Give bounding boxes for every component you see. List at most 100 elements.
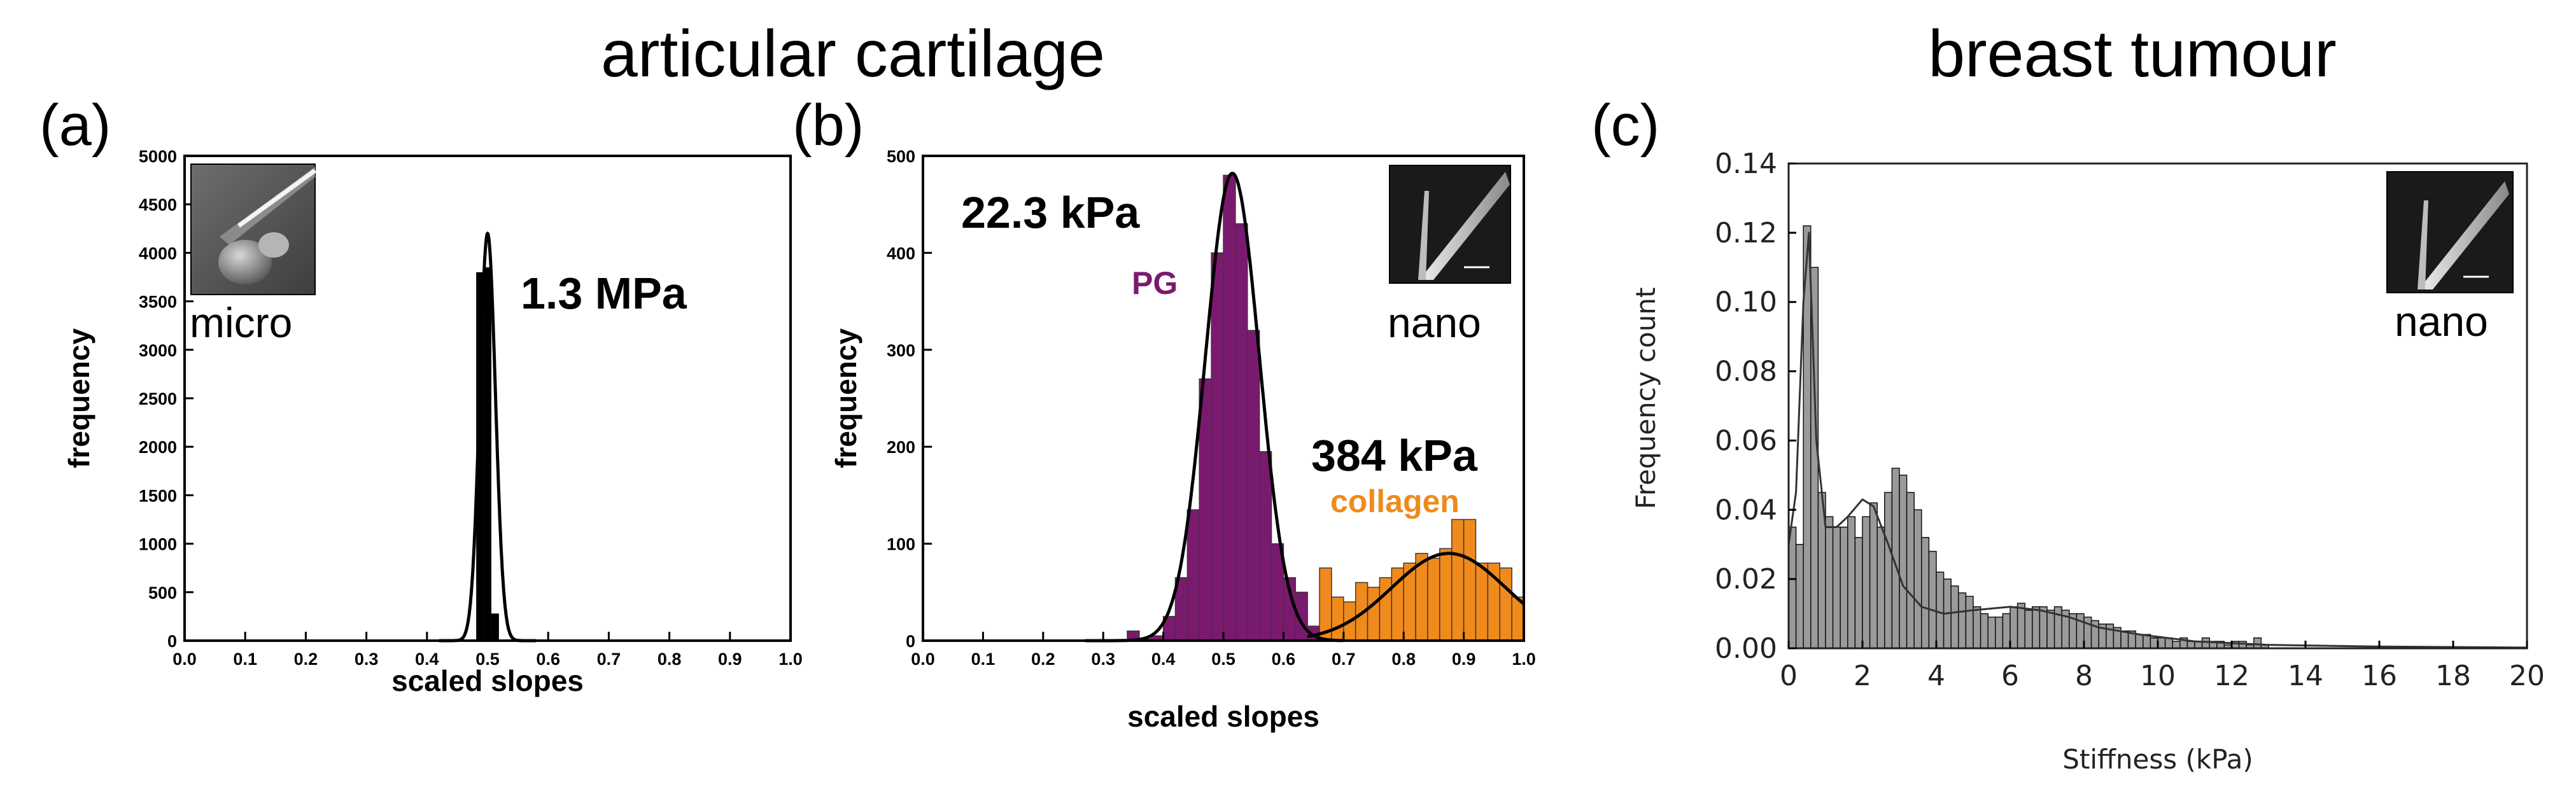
chart-c-bar xyxy=(2120,630,2129,649)
chart-c-bar xyxy=(1913,509,1922,649)
x-tick-label: 2 xyxy=(1854,660,1871,692)
chart-c-bar xyxy=(2002,613,2011,649)
chart-b-fit-curve-collagen xyxy=(1307,552,1525,639)
chart-b-bar-PG xyxy=(1223,174,1236,641)
chart-b-bar-collagen xyxy=(1379,577,1393,641)
x-tick-label: 0 xyxy=(1780,660,1798,692)
chart-b-bar-PG xyxy=(1199,378,1212,641)
chart-c-bar xyxy=(1884,492,1893,649)
x-tick-label: 16 xyxy=(2361,660,2397,692)
x-tick-label: 0.5 xyxy=(475,650,500,669)
chart-a-inset-image xyxy=(190,164,317,295)
y-tick-label: 0 xyxy=(906,632,915,651)
chart-c-bar xyxy=(1795,543,1804,649)
chart-c-bar xyxy=(1950,585,1959,649)
x-tick-label: 0.5 xyxy=(1211,650,1235,669)
chart-b-bar-collagen xyxy=(1331,596,1344,641)
x-tick-label: 4 xyxy=(1927,660,1945,692)
x-tick-label: 0.7 xyxy=(1332,650,1356,669)
chart-b-inset-image xyxy=(1389,165,1511,284)
chart-c-bar xyxy=(1936,571,1945,649)
chart-b-bar-collagen xyxy=(1463,519,1477,641)
panel-label-a: (a) xyxy=(39,93,111,158)
chart-c-bar xyxy=(2150,637,2158,649)
chart-c-fit-curve xyxy=(1787,232,2528,649)
x-tick-label: 0.7 xyxy=(597,650,621,669)
chart-b-annotation-collagen-modulus: 384 kPa xyxy=(1311,431,1478,480)
y-tick-label: 3500 xyxy=(139,293,177,312)
x-tick-label: 0.6 xyxy=(1272,650,1296,669)
x-tick-label: 6 xyxy=(2001,660,2019,692)
y-tick-label: 2500 xyxy=(139,389,177,408)
chart-c-bar xyxy=(2106,623,2115,649)
chart-c-bar xyxy=(1980,613,1988,649)
y-tick-label: 100 xyxy=(887,535,915,554)
chart-b-inset-label: nano xyxy=(1388,299,1481,346)
chart-c-ylabel: Frequency count xyxy=(1630,288,1661,510)
chart-b-bar-collagen xyxy=(1367,587,1381,641)
x-tick-label: 14 xyxy=(2288,660,2323,692)
x-tick-label: 12 xyxy=(2214,660,2249,692)
chart-a-xlabel: scaled slopes xyxy=(391,664,584,697)
chart-c-bars xyxy=(1788,225,2269,649)
chart-c-bar xyxy=(2172,641,2181,649)
chart-a-annotation: 1.3 MPa xyxy=(521,268,687,318)
chart-c-ticks: 0 2 4 6 8 10 12 14 16 18 20 0.00 0.02 0.04 0.06 0.08 0.1… xyxy=(1715,148,2545,692)
chart-a-inset-label: micro xyxy=(190,299,292,346)
x-tick-label: 0.0 xyxy=(172,650,197,669)
chart-b-annotation-collagen: collagen xyxy=(1330,484,1460,519)
y-tick-label: 4000 xyxy=(139,244,177,263)
x-tick-label: 1.0 xyxy=(1512,650,1536,669)
y-tick-label: 0.08 xyxy=(1715,356,1777,388)
chart-c-bar xyxy=(1876,526,1885,649)
chart-c-bar xyxy=(1825,516,1834,649)
chart-c-bar xyxy=(2201,637,2210,649)
x-tick-label: 0.3 xyxy=(355,650,379,669)
group-title-cartilage: articular cartilage xyxy=(601,17,1105,91)
y-tick-label: 1500 xyxy=(139,486,177,505)
chart-b-bar-collagen xyxy=(1499,567,1512,641)
chart-c-bar xyxy=(2039,606,2048,649)
chart-c-bar xyxy=(1973,606,1981,649)
chart-b-bars xyxy=(1127,174,1524,641)
x-tick-label: 1.0 xyxy=(778,650,803,669)
y-tick-label: 0.14 xyxy=(1715,148,1777,180)
chart-b-ylabel: frequency xyxy=(829,328,862,468)
y-tick-label: 2000 xyxy=(139,438,177,457)
chart-b-annotation-pg: PG xyxy=(1132,265,1178,301)
chart-a-bar xyxy=(484,267,491,641)
x-tick-label: 0.9 xyxy=(718,650,742,669)
y-tick-label: 0.02 xyxy=(1715,563,1777,595)
y-tick-label: 500 xyxy=(148,583,177,602)
chart-b-bar-PG xyxy=(1247,330,1260,641)
y-tick-label: 4500 xyxy=(139,195,177,214)
chart-b-bar-collagen xyxy=(1475,562,1489,641)
chart-c-bar xyxy=(2024,609,2033,649)
chart-b-bar-PG xyxy=(1211,252,1224,641)
chart-c-bar xyxy=(2164,637,2173,649)
chart-b: 0.0 0.1 0.2 0.3 0.4 0.5 0.6 0.7 0.8 0.9 1.0 0 100 200… xyxy=(829,147,1536,733)
chart-b-xlabel: scaled slopes xyxy=(1127,700,1320,733)
chart-c-bar xyxy=(1958,592,1967,649)
y-tick-label: 0.00 xyxy=(1715,632,1777,665)
chart-c-bar xyxy=(2157,637,2166,649)
chart-c-xlabel: Stiffness (kPa) xyxy=(2062,744,2253,775)
chart-a-bar xyxy=(476,272,484,641)
y-tick-label: 300 xyxy=(887,341,915,360)
chart-b-bar-PG xyxy=(1186,509,1200,641)
y-tick-label: 500 xyxy=(887,147,915,166)
chart-b-ticks: 0.0 0.1 0.2 0.3 0.4 0.5 0.6 0.7 0.8 0.9 1.0 0 100 200… xyxy=(887,147,1536,669)
x-tick-label: 0.3 xyxy=(1091,650,1115,669)
y-tick-label: 0.06 xyxy=(1715,424,1777,457)
x-tick-label: 20 xyxy=(2509,660,2545,692)
x-tick-label: 0.4 xyxy=(415,650,439,669)
y-tick-label: 200 xyxy=(887,438,915,457)
x-tick-label: 0.6 xyxy=(536,650,560,669)
chart-c-bar xyxy=(1987,616,1996,649)
x-tick-label: 18 xyxy=(2435,660,2471,692)
group-title-tumour: breast tumour xyxy=(1928,17,2337,91)
chart-b-annotation-pg-modulus: 22.3 kPa xyxy=(961,188,1140,237)
chart-c-bar xyxy=(2076,613,2085,649)
y-tick-label: 3000 xyxy=(139,341,177,360)
chart-c-bar xyxy=(2046,609,2055,649)
